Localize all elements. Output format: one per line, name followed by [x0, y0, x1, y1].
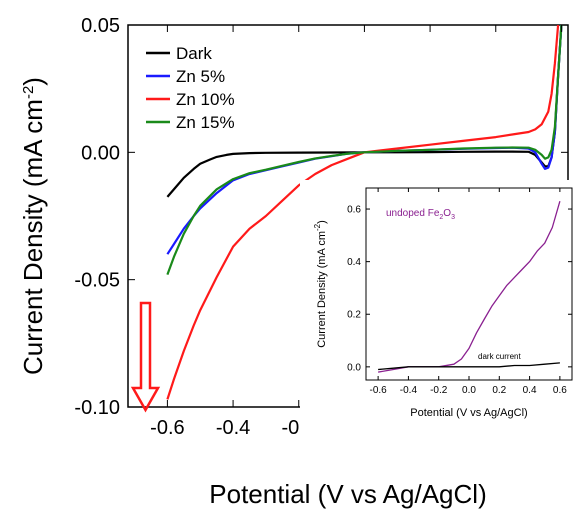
main-x-tick-label: -0.4 [216, 417, 250, 439]
red-arrow-shape [130, 301, 161, 413]
inset-x-tick-label: 0.0 [462, 385, 476, 396]
main-series-group [166, 25, 563, 400]
inset-x-axis-label: Potential (V vs Ag/AgCl) [410, 407, 527, 419]
inset-x-tick-label: 0.6 [553, 385, 567, 396]
main-x-tick-label: -0.6 [150, 417, 184, 439]
main-series-line-zn-10- [166, 25, 560, 400]
main-series-line-zn-15- [166, 25, 563, 275]
inset-chart: -0.6 -0.4 -0.2 0.0 0.2 0.4 0.6 0.0 0.2 0.4 0.6 und… [300, 180, 578, 438]
inset-y-tick-label: 0.0 [347, 362, 361, 373]
main-x-axis-label: Potential (V vs Ag/AgCl) [209, 479, 486, 509]
main-y-tick-label: 0.00 [81, 142, 120, 164]
legend-label: Zn 10% [176, 90, 235, 109]
main-y-axis-label: Current Density (mA cm-2) [18, 77, 48, 375]
inset-y-tick-label: 0.2 [347, 310, 361, 321]
main-y-tick-label: 0.05 [81, 15, 120, 37]
inset-x-tick-label: -0.2 [430, 385, 448, 396]
inset-axes-group: -0.6 -0.4 -0.2 0.0 0.2 0.4 0.6 0.0 0.2 0.4 0.6 [347, 188, 572, 396]
inset-x-tick-label: 0.2 [492, 385, 506, 396]
inset-annotation-undoped: undoped Fe2O3 [386, 208, 455, 221]
inset-annotations: undoped Fe2O3 dark current [386, 208, 521, 361]
legend-label: Zn 5% [176, 67, 225, 86]
inset-series-group [377, 201, 561, 373]
inset-y-tick-label: 0.4 [347, 257, 361, 268]
main-series-line-dark [166, 25, 563, 198]
inset-series-line-dark-current [378, 362, 560, 371]
inset-x-tick-label: 0.4 [523, 385, 537, 396]
inset-background [300, 180, 578, 438]
inset-y-tick-label: 0.6 [347, 205, 361, 216]
inset-annotation-dark-current: dark current [478, 352, 521, 361]
inset-x-tick-label: -0.4 [400, 385, 418, 396]
main-legend: Dark Zn 5% Zn 10% Zn 15% [146, 44, 235, 132]
downward-arrow-annotation [130, 301, 161, 413]
main-y-tick-label: -0.05 [74, 270, 120, 292]
legend-label: Dark [176, 44, 212, 63]
inset-y-axis-label: Current Density (mA cm-2) [313, 220, 328, 348]
inset-x-tick-label: -0.6 [370, 385, 388, 396]
main-y-tick-label: -0.10 [74, 397, 120, 419]
legend-label: Zn 15% [176, 113, 235, 132]
